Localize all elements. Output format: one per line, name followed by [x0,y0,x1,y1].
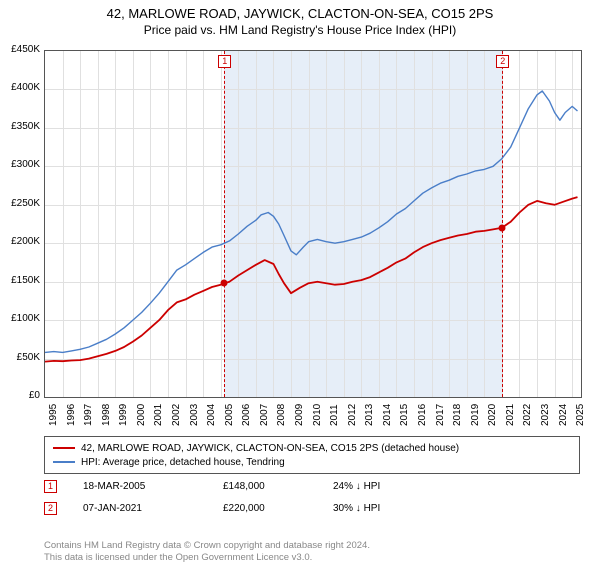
series-line [45,91,578,352]
sale-point [221,280,228,287]
ytick-label: £300K [4,159,40,170]
xtick-label: 2020 [487,404,498,426]
xtick-label: 2011 [329,404,340,426]
xtick-label: 2007 [259,404,270,426]
xtick-label: 1995 [48,404,59,426]
xtick-label: 2017 [435,404,446,426]
xtick-label: 2019 [470,404,481,426]
sale-marker: 1 [44,480,57,493]
page-subtitle: Price paid vs. HM Land Registry's House … [0,23,600,37]
ytick-label: £450K [4,44,40,55]
xtick-label: 1999 [118,404,129,426]
xtick-label: 1998 [101,404,112,426]
xtick-label: 2008 [276,404,287,426]
xtick-label: 2013 [364,404,375,426]
xtick-label: 2000 [136,404,147,426]
xtick-label: 2010 [312,404,323,426]
xtick-label: 2005 [224,404,235,426]
xtick-label: 2016 [417,404,428,426]
ytick-label: £350K [4,121,40,132]
credit-text: Contains HM Land Registry data © Crown c… [44,540,370,565]
legend-item: 42, MARLOWE ROAD, JAYWICK, CLACTON-ON-SE… [53,441,571,455]
xtick-label: 2015 [399,404,410,426]
series-line [45,197,578,362]
xtick-label: 2006 [241,404,252,426]
ytick-label: £200K [4,236,40,247]
legend: 42, MARLOWE ROAD, JAYWICK, CLACTON-ON-SE… [44,436,580,474]
xtick-label: 2002 [171,404,182,426]
xtick-label: 2014 [382,404,393,426]
price-chart: 12 [44,50,582,398]
ytick-label: £400K [4,82,40,93]
xtick-label: 2018 [452,404,463,426]
sale-row: 2 07-JAN-2021£220,00030% ↓ HPI [44,502,580,515]
xtick-label: 1997 [83,404,94,426]
xtick-label: 2003 [189,404,200,426]
sale-delta: 24% ↓ HPI [333,481,380,492]
legend-swatch [53,447,75,449]
xtick-label: 2024 [558,404,569,426]
sale-date: 18-MAR-2005 [83,481,223,492]
sale-row: 1 18-MAR-2005£148,00024% ↓ HPI [44,480,580,493]
legend-label: 42, MARLOWE ROAD, JAYWICK, CLACTON-ON-SE… [81,443,459,454]
xtick-label: 1996 [66,404,77,426]
sale-point [499,224,506,231]
xtick-label: 2012 [347,404,358,426]
ytick-label: £50K [4,352,40,363]
ytick-label: £100K [4,313,40,324]
xtick-label: 2001 [153,404,164,426]
legend-label: HPI: Average price, detached house, Tend… [81,457,285,468]
xtick-label: 2009 [294,404,305,426]
sale-delta: 30% ↓ HPI [333,503,380,514]
sale-price: £148,000 [223,481,333,492]
ytick-label: £250K [4,198,40,209]
ytick-label: £150K [4,275,40,286]
xtick-label: 2025 [575,404,586,426]
sale-date: 07-JAN-2021 [83,503,223,514]
page-title: 42, MARLOWE ROAD, JAYWICK, CLACTON-ON-SE… [0,6,600,21]
xtick-label: 2022 [522,404,533,426]
legend-swatch [53,461,75,463]
ytick-label: £0 [4,390,40,401]
xtick-label: 2021 [505,404,516,426]
sale-marker: 2 [44,502,57,515]
sale-price: £220,000 [223,503,333,514]
xtick-label: 2023 [540,404,551,426]
legend-item: HPI: Average price, detached house, Tend… [53,455,571,469]
xtick-label: 2004 [206,404,217,426]
